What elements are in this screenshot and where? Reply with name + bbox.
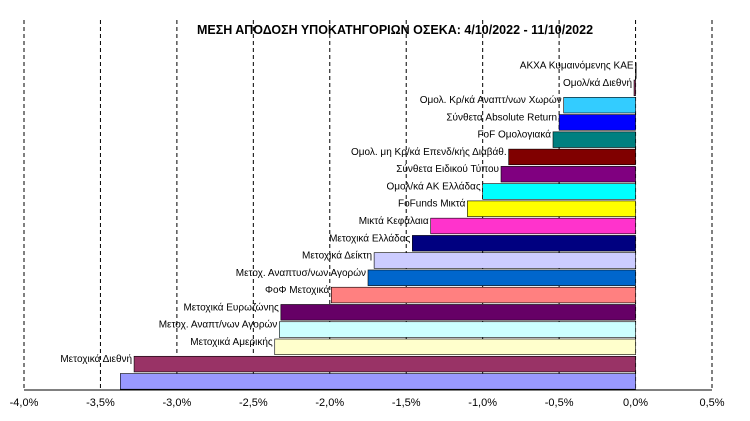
category-label: Ομολ/κά Διεθνή xyxy=(563,77,632,89)
category-label: Ομολ. μη Κρ/κά Επενδ/κής Διαβάθ. xyxy=(351,146,507,158)
category-label: Μικτά Κεφάλαια xyxy=(359,215,429,227)
bar xyxy=(563,97,636,114)
x-tick-label: -3,0% xyxy=(163,397,192,409)
bar xyxy=(280,304,636,321)
bar xyxy=(430,217,636,235)
x-tick-label: 0,0% xyxy=(623,397,648,409)
x-tick-label: -2,0% xyxy=(315,397,344,409)
chart-title: ΜΕΣΗ ΑΠΟΔΟΣΗ ΥΠΟΚΑΤΗΓΟΡΙΩΝ ΟΣΕΚΑ: 4/10/2… xyxy=(197,23,593,37)
bar xyxy=(635,62,637,79)
x-tick-label: 0,5% xyxy=(699,397,724,409)
category-label: Μετοχικά Ευρωζώνης xyxy=(183,301,279,313)
bar xyxy=(133,355,636,373)
category-label: Μετοχ. Αναπτ/νων Αγορών xyxy=(159,319,278,331)
category-label: Μετοχικά Αμερικής xyxy=(190,336,273,348)
bar xyxy=(412,235,636,252)
category-label: Μετοχικά Ελλάδας xyxy=(329,232,410,244)
category-label: Ομολ/κά ΑΚ Ελλάδας xyxy=(386,180,480,192)
bar xyxy=(500,166,636,183)
category-label: Μετοχ. Αναπτυσ/νων Αγορών xyxy=(236,267,366,279)
bar xyxy=(467,200,636,217)
bar xyxy=(274,338,636,355)
category-label: ΦοΦ Μετοχικά xyxy=(265,284,330,296)
category-label: FoFunds Μικτά xyxy=(398,198,466,210)
bar xyxy=(558,114,636,131)
bar xyxy=(279,321,636,338)
bar xyxy=(508,148,636,166)
x-tick-label: -1,5% xyxy=(392,397,421,409)
bar xyxy=(331,286,636,304)
category-label: Σύνθετα Ειδικού Τύπου xyxy=(396,163,499,175)
bar xyxy=(367,269,636,286)
bar xyxy=(120,373,636,390)
category-label: FoF Ομολογιακά xyxy=(477,129,551,141)
category-label: Μετοχικά Δείκτη xyxy=(302,250,372,262)
category-label: ΑΚΧΑ Κυμαινόμενης ΚΑΕ xyxy=(520,60,634,72)
category-label: Σύνθετα Absolute Return xyxy=(446,111,557,123)
x-tick-label: -4,0% xyxy=(10,397,39,409)
bar xyxy=(552,131,636,148)
category-label: Ομολ. Κρ/κά Αναπτ/νων Χωρών xyxy=(420,94,562,106)
x-tick-label: -2,5% xyxy=(239,397,268,409)
bar xyxy=(482,183,636,200)
x-tick-label: -0,5% xyxy=(545,397,574,409)
x-tick-label: -1,0% xyxy=(468,397,497,409)
category-label: Μετοχικά Διεθνή xyxy=(60,353,132,365)
bar xyxy=(373,252,636,269)
bar xyxy=(633,79,636,97)
bars xyxy=(120,62,637,390)
x-axis: -4,0% -3,5% -3,0% -2,5% -2,0% -1,5% -1,0% -0,5%… xyxy=(10,389,725,409)
x-tick-label: -3,5% xyxy=(86,397,115,409)
